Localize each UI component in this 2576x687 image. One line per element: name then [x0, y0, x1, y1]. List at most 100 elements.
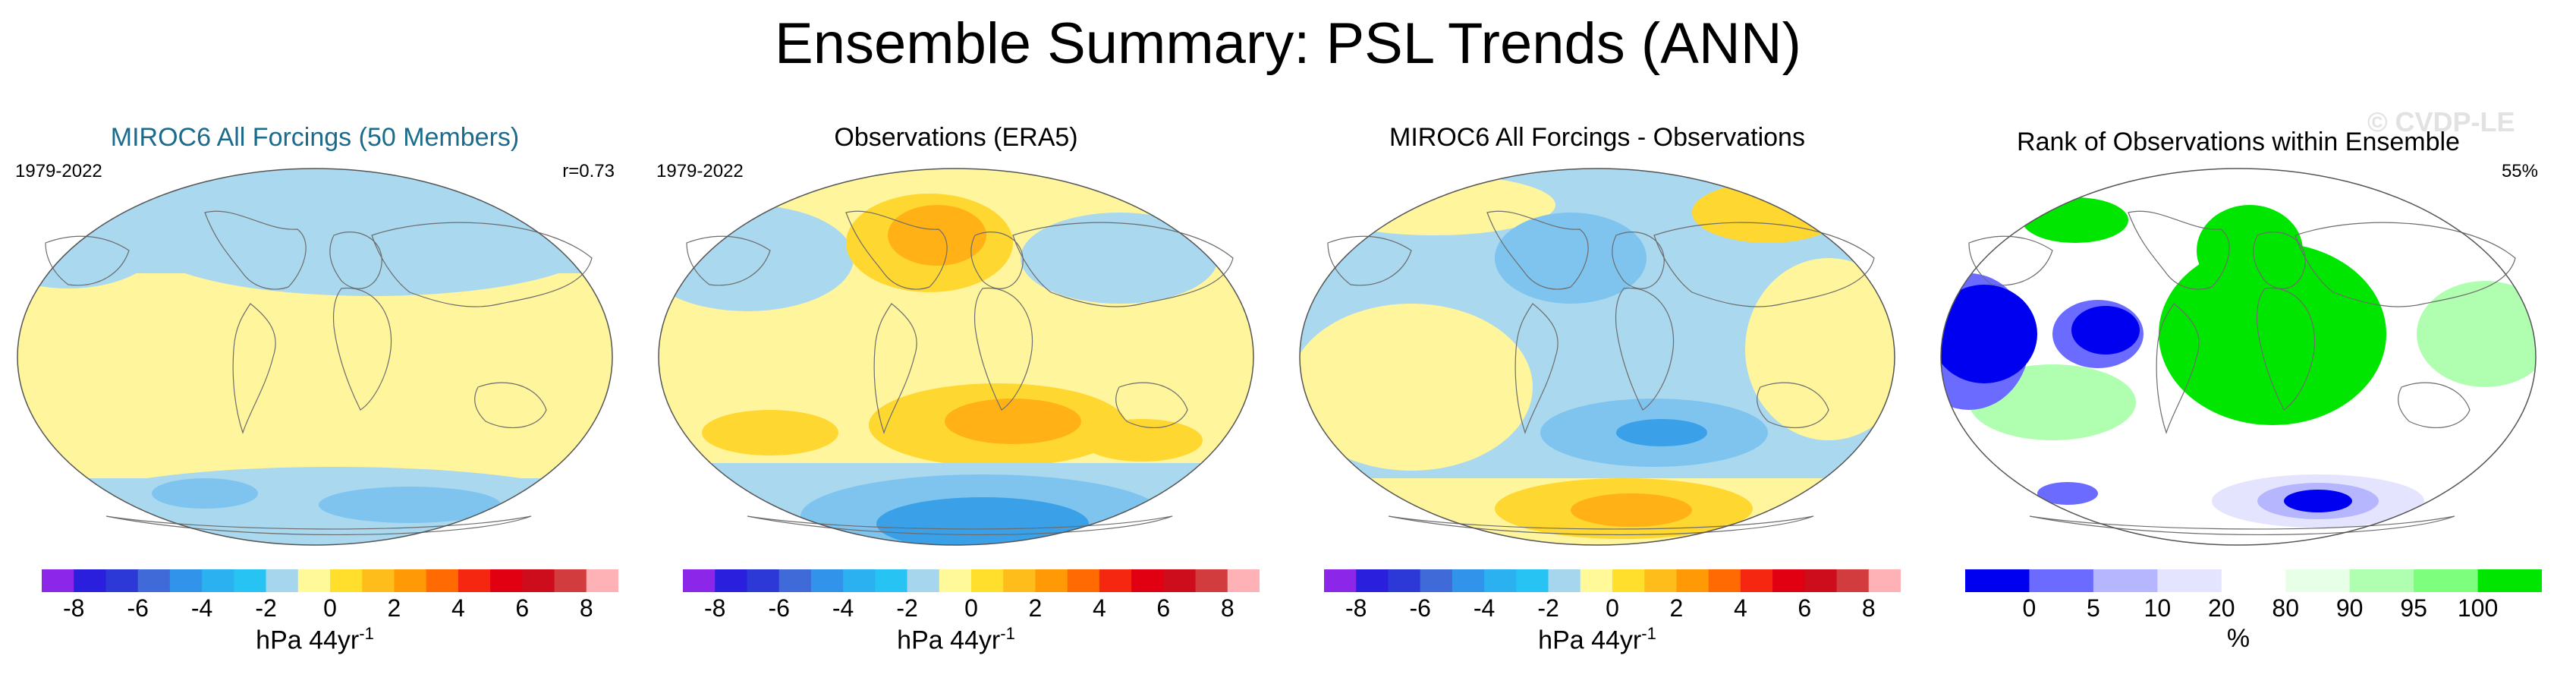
colorbar-box: [1965, 569, 2030, 592]
coastline: [2398, 382, 2471, 429]
colorbar-box: [778, 569, 812, 592]
colorbar-tick-label: -6: [127, 594, 148, 622]
colorbar-box: [1067, 569, 1100, 592]
colorbar-box: [330, 569, 363, 592]
units-text: %: [2226, 624, 2250, 653]
colorbar-box: [2221, 569, 2286, 592]
coastline: [1327, 235, 1412, 286]
map-outline: [658, 168, 1254, 546]
watermark: © CVDP-LE: [2367, 106, 2515, 137]
colorbar-box: [747, 569, 780, 592]
colorbar-tick-label: 0: [2023, 594, 2037, 622]
colorbar-tick-label: 5: [2087, 594, 2100, 622]
coastline: [970, 232, 1024, 289]
colorbar-box: [939, 569, 972, 592]
colorbar-box: [2029, 569, 2094, 592]
colorbar-box: [554, 569, 587, 592]
colorbar-units: hPa 44yr-1: [641, 624, 1271, 655]
region-greenland-positive: [1692, 182, 1844, 243]
colorbar-box: [74, 569, 107, 592]
units-exponent: -1: [1000, 624, 1015, 643]
period-label: 1979-2022: [656, 161, 744, 181]
colorbar-box: [1420, 569, 1453, 592]
colorbar-box: [522, 569, 555, 592]
panel-title: MIROC6 All Forcings (50 Members): [110, 123, 520, 152]
colorbar-box: [715, 569, 748, 592]
region-rank-high-north-pacific: [2197, 205, 2303, 296]
colorbar-tick-label: -2: [255, 594, 276, 622]
colorbar-box: [1163, 569, 1197, 592]
coastline: [973, 287, 1033, 411]
colorbar-units: %: [1923, 624, 2553, 654]
region-rank-low-indian: [1941, 285, 2037, 383]
colorbar-box: [1003, 569, 1036, 592]
colorbar-tick-label: 0: [323, 594, 337, 622]
map-field: [17, 169, 612, 545]
map-outline: [17, 168, 613, 546]
coastline: [1612, 232, 1665, 289]
colorbar-tick-label: 8: [1862, 594, 1876, 622]
colorbar-box: [458, 569, 491, 592]
coastline: [2256, 287, 2316, 411]
colorbar-box: [426, 569, 459, 592]
colorbar-box: [266, 569, 299, 592]
region-north-pacific-negative: [1495, 213, 1647, 304]
colorbar-box: [586, 569, 618, 592]
colorbar-tick-label: 6: [1798, 594, 1811, 622]
colorbar-box: [2414, 569, 2479, 592]
colorbar-tick-label: 4: [451, 594, 465, 622]
coastline: [1388, 515, 1814, 535]
region-amundsen-core: [1571, 493, 1692, 527]
colorbar-box: [1516, 569, 1549, 592]
colorbar-tick-label: 20: [2208, 594, 2235, 622]
colorbar-box: [683, 569, 716, 592]
colorbar-tick-label: -6: [768, 594, 789, 622]
colorbar-box: [1644, 569, 1678, 592]
units-exponent: -1: [359, 624, 374, 643]
colorbar-box: [362, 569, 395, 592]
colorbar-box: [1836, 569, 1870, 592]
region-rank-low-maritime: [2071, 306, 2140, 355]
colorbar-tick-label: 90: [2336, 594, 2364, 622]
coastlines: [45, 210, 593, 535]
region-south-pacific-core: [945, 399, 1081, 444]
colorbar-box: [907, 569, 940, 592]
colorbar-tick-label: 0: [964, 594, 978, 622]
coastline: [1012, 222, 1234, 307]
region-north-atlantic: [144, 190, 599, 296]
region-north-atlantic-negative: [1021, 213, 1218, 304]
colorbar-box: [42, 569, 74, 592]
correlation-label: r=0.73: [562, 161, 615, 181]
coastline: [1115, 382, 1188, 429]
colorbar-tick-label: 2: [1670, 594, 1684, 622]
region-north-pacific-core: [888, 205, 986, 266]
colorbar-units: hPa 44yr-1: [0, 624, 630, 655]
region-rank-high-pacific: [2159, 243, 2386, 425]
panel-model: MIROC6 All Forcings (50 Members) 1979-20…: [0, 114, 630, 676]
coastline: [105, 515, 532, 535]
map-field: [1941, 169, 2536, 545]
colorbar-box: [490, 569, 523, 592]
coastline: [1486, 210, 1589, 290]
colorbar-box: [1035, 569, 1068, 592]
colorbar-rank: 0 5 10 20 80 90 95 100: [1965, 569, 2542, 622]
coastline: [45, 235, 130, 286]
colorbar-box: [1452, 569, 1485, 592]
colorbar-box: [2349, 569, 2414, 592]
panel-observations: Observations (ERA5) 1979-2022 -8 -6 -4 -2 0 2…: [641, 114, 1271, 676]
map-outline: [1940, 168, 2537, 546]
coastline: [474, 382, 547, 429]
colorbar-tick-label: -4: [1474, 594, 1495, 622]
colorbar-box: [1388, 569, 1421, 592]
colorbar-tick-label: 6: [1156, 594, 1170, 622]
coastline: [332, 287, 392, 411]
colorbar-box: [2093, 569, 2158, 592]
region-indian-low: [152, 478, 258, 509]
coastlines: [686, 210, 1234, 535]
colorbar-box: [1356, 569, 1389, 592]
colorbar-units: hPa 44yr-1: [1282, 624, 1912, 655]
colorbar-box: [1580, 569, 1613, 592]
colorbar-box: [169, 569, 203, 592]
panel-difference: MIROC6 All Forcings - Observations -8 -6-…: [1282, 114, 1912, 676]
colorbar-tick-label: 2: [388, 594, 401, 622]
